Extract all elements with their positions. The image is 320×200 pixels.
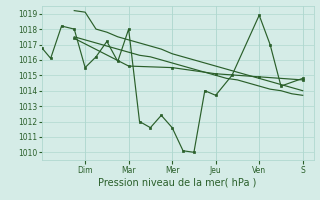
X-axis label: Pression niveau de la mer( hPa ): Pression niveau de la mer( hPa ) <box>99 177 257 187</box>
